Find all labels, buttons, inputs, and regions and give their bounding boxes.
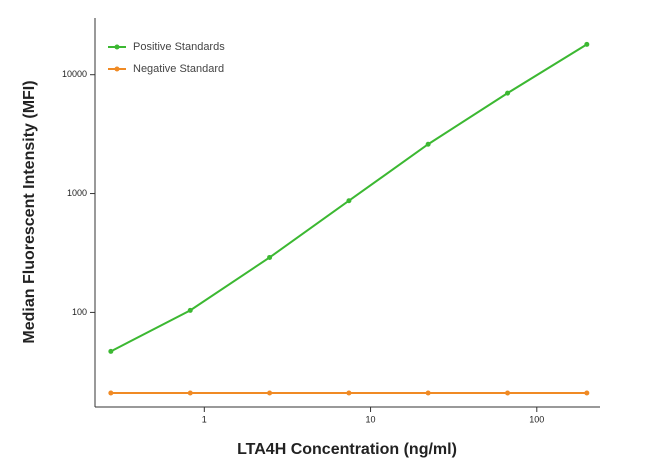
point [425, 141, 431, 147]
point [187, 390, 193, 396]
point [505, 390, 511, 396]
y-tick-label: 10000 [62, 69, 87, 79]
point [425, 390, 431, 396]
x-tick-label: 1 [202, 414, 207, 424]
y-axis-title: Median Fluorescent Intensity (MFI) [21, 80, 38, 343]
x-axis-title: LTA4H Concentration (ng/ml) [237, 441, 457, 458]
y-tick-label: 1000 [67, 188, 87, 198]
point [108, 348, 114, 354]
point [346, 198, 352, 204]
legend-marker [114, 44, 120, 50]
x-tick-label: 100 [529, 414, 544, 424]
legend-label: Negative Standard [133, 63, 224, 75]
legend-label: Positive Standards [133, 41, 225, 53]
series-line [110, 43, 588, 353]
point [187, 307, 193, 313]
point [267, 390, 273, 396]
point [267, 254, 273, 260]
legend-marker [114, 66, 120, 72]
x-tick-label: 10 [366, 414, 376, 424]
point [505, 90, 511, 96]
point [584, 390, 590, 396]
y-tick-label: 100 [72, 307, 87, 317]
point [108, 390, 114, 396]
point [346, 390, 352, 396]
point [584, 41, 590, 47]
